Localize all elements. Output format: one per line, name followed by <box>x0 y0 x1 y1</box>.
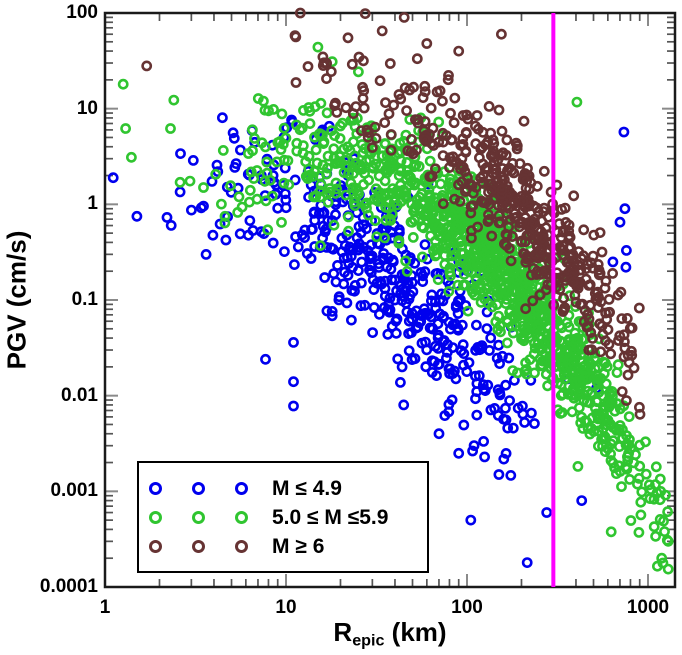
legend-marker-circle-icon <box>192 540 205 553</box>
y-tick-label-1: 1 <box>87 193 98 215</box>
legend-row-m-6: M ≥ 6 <box>139 532 427 561</box>
legend-marker-circle-icon <box>235 511 248 524</box>
y-tick-label-0.001: 0.001 <box>50 480 98 502</box>
legend-marker-circle-icon <box>192 482 205 495</box>
legend-label: M ≥ 6 <box>272 534 325 558</box>
y-tick-label-100: 100 <box>66 2 98 23</box>
x-axis-title-subscript: epic <box>352 631 385 650</box>
legend-row-m-4.9: M ≤ 4.9 <box>139 474 427 503</box>
y-tick-label-10: 10 <box>76 97 98 119</box>
legend-box: M ≤ 4.9 5.0 ≤ M ≤5.9 M ≥ 6 <box>137 461 429 573</box>
legend-marker-circle-icon <box>149 540 162 553</box>
x-tick-label-10: 10 <box>275 597 297 618</box>
y-tick-label-0.1: 0.1 <box>71 289 98 310</box>
plot-frame <box>103 11 677 589</box>
y-tick-label-0.0001: 0.0001 <box>39 576 98 597</box>
x-tick-label-100: 100 <box>451 597 483 618</box>
legend-marker-circle-icon <box>235 540 248 553</box>
legend-marker-circle-icon <box>149 482 162 495</box>
y-axis-title: PGV (cm/s) <box>2 231 33 370</box>
legend-marker-circle-icon <box>235 482 248 495</box>
series-m-6 <box>141 7 646 420</box>
x-tick-label-1000: 1000 <box>626 597 670 618</box>
legend-marker-circle-icon <box>149 511 162 524</box>
legend-row-5.0-m-5.9: 5.0 ≤ M ≤5.9 <box>139 503 427 532</box>
legend-label: M ≤ 4.9 <box>272 476 342 500</box>
axis-ticks <box>104 12 675 588</box>
legend-label: 5.0 ≤ M ≤5.9 <box>272 505 389 529</box>
x-tick-label-1: 1 <box>99 597 111 618</box>
x-axis-title-base: R <box>333 617 353 647</box>
y-tick-label-0.01: 0.01 <box>61 384 98 406</box>
legend-marker-circle-icon <box>192 511 205 524</box>
y-axis-title-text: PGV (cm/s) <box>1 230 32 370</box>
x-axis-title: Repic (km) <box>105 617 675 651</box>
x-axis-title-unit: (km) <box>384 617 447 647</box>
